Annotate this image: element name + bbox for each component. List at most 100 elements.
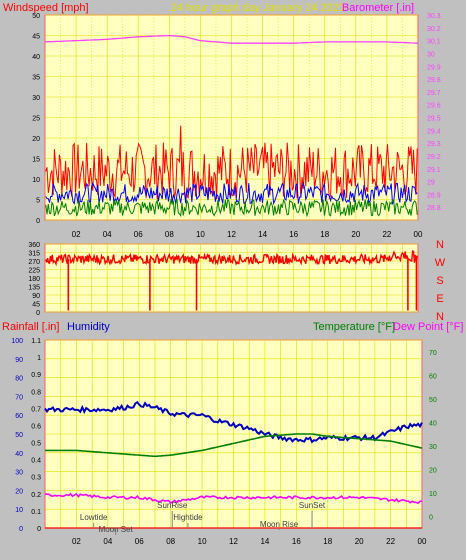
annotation-label: Hightide [173,513,203,522]
time-tick-label: 06 [134,230,143,239]
rainfall-label: Rainfall [.in] [2,321,59,333]
rainfall-tick-label: 0 [37,526,41,533]
annotation-label: Lowtide [80,513,108,522]
time-tick-label: 10 [198,537,207,546]
barometer-tick-label: 29.5 [427,116,441,123]
humidity-tick-label: 90 [15,357,23,364]
direction-tick-label: 270 [28,259,40,266]
windspeed-tick-label: 45 [32,34,40,41]
barometer-tick-label: 29.8 [427,77,441,84]
time-tick-label: 02 [72,537,81,546]
rainfall-tick-label: 1.1 [31,338,41,345]
barometer-tick-label: 29.7 [427,90,441,97]
temperature-tick-label: 20 [429,467,437,474]
time-tick-label: 14 [260,537,269,546]
compass-label: W [435,257,446,269]
time-tick-label: 00 [414,230,423,239]
windspeed-series-line [45,181,418,206]
time-tick-label: 04 [103,537,112,546]
barometer-tick-label: 30.2 [427,26,441,33]
direction-tick-label: 360 [28,242,40,249]
annotation-label: Moon Set [99,525,134,534]
humidity-label: Humidity [67,321,110,333]
dew-point-label: Dew Point [°F] [393,321,463,333]
time-tick-label: 22 [386,537,395,546]
barometer-tick-label: 28.9 [427,192,441,199]
annotation-label: SunRise [157,501,188,510]
direction-tick-label: 135 [28,285,40,292]
humidity-tick-label: 50 [15,432,23,439]
barometer-label: Barometer [.in] [342,2,414,14]
temperature-tick-label: 10 [429,491,437,498]
compass-label: S [436,275,443,287]
temperature-tick-label: 60 [429,373,437,380]
barometer-tick-label: 29.9 [427,64,441,71]
windspeed-tick-label: 5 [36,198,40,205]
temperature-tick-label: 70 [429,350,437,357]
temperature-label: Temperature [°F] [313,321,395,333]
barometer-tick-label: 29.6 [427,103,441,110]
time-tick-label: 20 [351,230,360,239]
time-tick-label: 02 [72,230,81,239]
rainfall-tick-label: 1 [37,355,41,362]
rainfall-tick-label: 0.1 [31,509,41,516]
temperature-tick-label: 50 [429,397,437,404]
windspeed-tick-label: 20 [32,136,40,143]
windspeed-series-line [45,198,418,218]
humidity-tick-label: 70 [15,394,23,401]
humidity-tick-label: 30 [15,470,23,477]
time-tick-label: 14 [258,230,267,239]
rainfall-tick-label: 0.5 [31,441,41,448]
temperature-tick-label: 40 [429,420,437,427]
barometer-tick-label: 28.8 [427,205,441,212]
time-tick-label: 18 [323,537,332,546]
dew-point-series-line [44,492,423,505]
humidity-tick-label: 40 [15,451,23,458]
barometer-tick-label: 29.4 [427,128,441,135]
rainfall-tick-label: 0.9 [31,372,41,379]
humidity-tick-label: 100 [11,338,23,345]
temperature-series-line [45,433,423,458]
compass-label: N [436,239,444,251]
time-tick-label: 12 [227,230,236,239]
temperature-tick-label: 0 [429,514,433,521]
direction-tick-label: 225 [28,268,40,275]
windspeed-tick-label: 15 [32,157,40,164]
humidity-tick-label: 10 [15,507,23,514]
barometer-series-line [44,34,419,44]
temperature-tick-label: 30 [429,444,437,451]
rainfall-tick-label: 0.7 [31,406,41,413]
time-tick-label: 22 [382,230,391,239]
barometer-tick-label: 30.3 [427,13,441,20]
barometer-tick-label: 30.1 [427,39,441,46]
windspeed-tick-label: 10 [32,177,40,184]
annotation-label: Moon Rise [260,520,299,529]
barometer-tick-label: 29.3 [427,141,441,148]
time-tick-label: 06 [135,537,144,546]
compass-label: N [436,311,444,323]
time-tick-label: 18 [320,230,329,239]
windspeed-tick-label: 25 [32,116,40,123]
time-tick-label: 08 [166,537,175,546]
windspeed-series-line [45,125,418,200]
windspeed-tick-label: 30 [32,95,40,102]
compass-label: E [436,293,443,305]
humidity-tick-label: 0 [19,526,23,533]
barometer-tick-label: 29.2 [427,154,441,161]
time-tick-label: 04 [103,230,112,239]
humidity-tick-label: 20 [15,488,23,495]
direction-tick-label: 315 [28,251,40,258]
annotation-label: SunSet [299,501,326,510]
barometer-tick-label: 30 [427,51,435,58]
time-tick-label: 16 [292,537,301,546]
time-tick-label: 00 [418,537,427,546]
time-tick-label: 20 [355,537,364,546]
time-tick-label: 12 [229,537,238,546]
direction-series-line [45,250,418,267]
rainfall-tick-label: 0.4 [31,458,41,465]
windspeed-tick-label: 35 [32,75,40,82]
humidity-tick-label: 60 [15,413,23,420]
chart-title: 24 hour graph day January 24 2021 [171,2,345,14]
windspeed-label: Windspeed [mph] [3,2,89,14]
